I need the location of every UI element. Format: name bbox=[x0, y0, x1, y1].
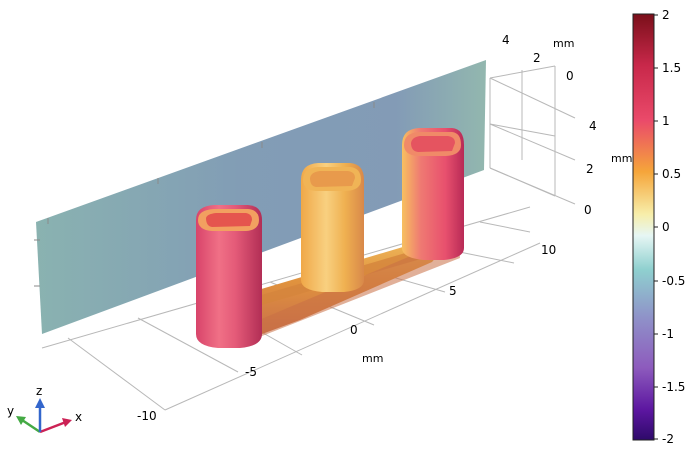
x-tick-5: 5 bbox=[449, 284, 457, 298]
colorbar-gradient bbox=[632, 13, 655, 441]
y-axis-unit: mm bbox=[553, 37, 575, 50]
colorbar-tick: -1 bbox=[662, 327, 674, 341]
triad-z-label: z bbox=[36, 384, 43, 398]
y-tick-4: 4 bbox=[502, 33, 510, 47]
colorbar-tick: 1 bbox=[662, 114, 670, 128]
tube-left[interactable] bbox=[196, 205, 262, 348]
x-tick-minus10: -10 bbox=[137, 409, 157, 423]
x-tick-10: 10 bbox=[541, 243, 557, 257]
colorbar-tick: 0.5 bbox=[662, 167, 682, 181]
slice-plane[interactable] bbox=[36, 60, 486, 334]
tube-right[interactable] bbox=[402, 128, 464, 260]
colorbar-tick: -0.5 bbox=[662, 274, 686, 288]
x-tick-minus5: -5 bbox=[245, 365, 257, 379]
wall-grid bbox=[489, 65, 576, 205]
x-axis-unit: mm bbox=[362, 352, 384, 365]
z-tick-4: 4 bbox=[589, 119, 597, 133]
z-axis-unit: mm bbox=[611, 152, 633, 165]
x-tick-0: 0 bbox=[350, 323, 358, 337]
z-tick-0: 0 bbox=[584, 203, 592, 217]
colorbar-tickmarks bbox=[654, 14, 658, 440]
colorbar-tick: -1.5 bbox=[662, 380, 686, 394]
axis-triad bbox=[16, 398, 72, 434]
colorbar-tick: 1.5 bbox=[662, 61, 682, 75]
z-tick-2: 2 bbox=[586, 162, 594, 176]
triad-y-label: y bbox=[7, 404, 15, 418]
plane-ticks bbox=[34, 102, 375, 287]
colorbar-tick: -2 bbox=[662, 432, 674, 446]
y-tick-0: 0 bbox=[566, 69, 574, 83]
colorbar-tick: 2 bbox=[662, 8, 670, 22]
tube-middle[interactable] bbox=[301, 163, 364, 292]
triad-x-label: x bbox=[75, 410, 83, 424]
colorbar-tick: 0 bbox=[662, 220, 670, 234]
y-tick-2: 2 bbox=[533, 51, 541, 65]
